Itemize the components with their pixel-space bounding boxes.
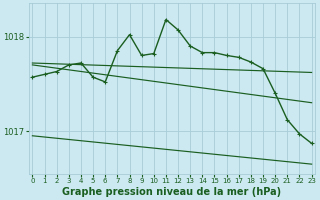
X-axis label: Graphe pression niveau de la mer (hPa): Graphe pression niveau de la mer (hPa) — [62, 187, 282, 197]
